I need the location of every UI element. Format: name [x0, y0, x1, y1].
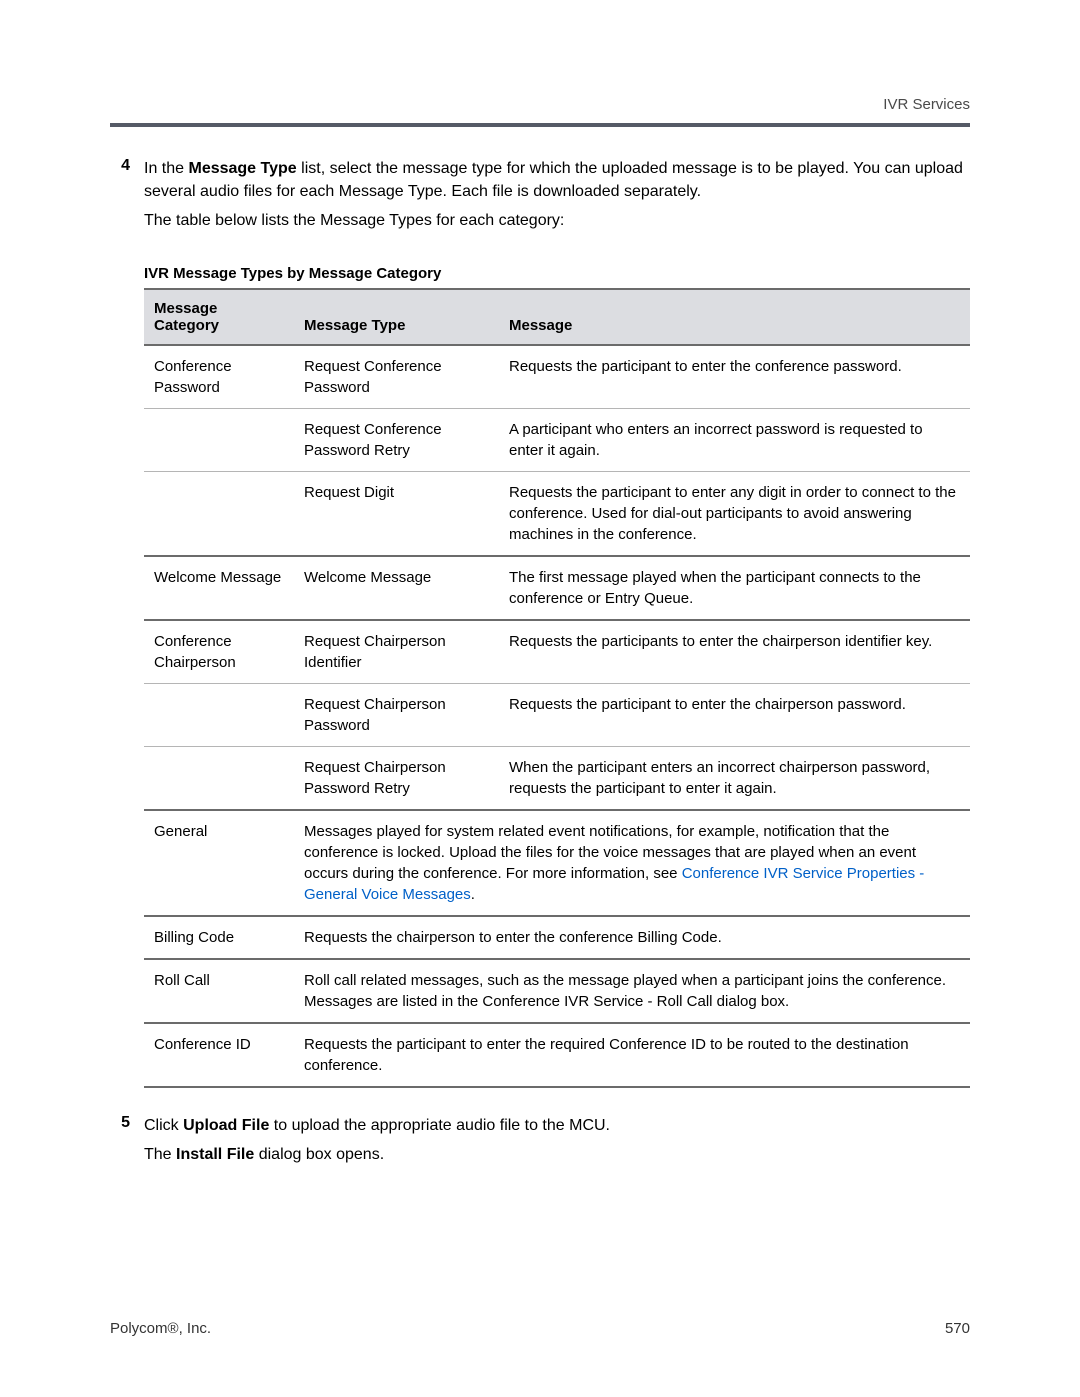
cell-type: Request Conference Password [294, 345, 499, 409]
header-rule [110, 123, 970, 127]
text: dialog box opens. [254, 1146, 384, 1163]
message-type-label: Message Type [188, 160, 296, 177]
table-row: Request Digit Requests the participant t… [144, 471, 970, 556]
cell-category [144, 746, 294, 810]
cell-message: Requests the participants to enter the c… [499, 620, 970, 684]
cell-type: Request Digit [294, 471, 499, 556]
text: Click [144, 1117, 183, 1134]
table-row: Billing Code Requests the chairperson to… [144, 916, 970, 959]
cell-category: General [144, 810, 294, 916]
table-title: IVR Message Types by Message Category [144, 265, 970, 282]
step-4-p1: In the Message Type list, select the mes… [144, 157, 970, 203]
step-5-p1: Click Upload File to upload the appropri… [144, 1114, 970, 1137]
footer-company: Polycom®, Inc. [110, 1320, 211, 1337]
cell-type: Welcome Message [294, 556, 499, 620]
cell-message: A participant who enters an incorrect pa… [499, 408, 970, 471]
cell-message: Messages played for system related event… [294, 810, 970, 916]
step-4: 4 In the Message Type list, select the m… [110, 157, 970, 239]
cell-message: Requests the participant to enter any di… [499, 471, 970, 556]
col-header-type: Message Type [294, 289, 499, 345]
step-number: 5 [110, 1114, 130, 1132]
table-row: Request Chairperson Password Retry When … [144, 746, 970, 810]
text: to upload the appropriate audio file to … [269, 1117, 610, 1134]
table-block: IVR Message Types by Message Category Me… [144, 265, 970, 1088]
text: In the [144, 160, 188, 177]
table-row: Request Chairperson Password Requests th… [144, 683, 970, 746]
col-header-category: Message Category [144, 289, 294, 345]
step-body: In the Message Type list, select the mes… [144, 157, 970, 239]
cell-message: When the participant enters an incorrect… [499, 746, 970, 810]
cell-category: Billing Code [144, 916, 294, 959]
cell-category: Conference Password [144, 345, 294, 409]
table-row: Conference ID Requests the participant t… [144, 1023, 970, 1087]
step-body: Click Upload File to upload the appropri… [144, 1114, 970, 1172]
ivr-message-types-table: Message Category Message Type Message Co… [144, 288, 970, 1088]
table-row: General Messages played for system relat… [144, 810, 970, 916]
col-header-message: Message [499, 289, 970, 345]
cell-message: Requests the participant to enter the co… [499, 345, 970, 409]
step-5: 5 Click Upload File to upload the approp… [110, 1114, 970, 1172]
cell-category: Roll Call [144, 959, 294, 1023]
step-5-p2: The Install File dialog box opens. [144, 1143, 970, 1166]
cell-category: Conference ID [144, 1023, 294, 1087]
cell-message: Requests the participant to enter the ch… [499, 683, 970, 746]
table-header-row: Message Category Message Type Message [144, 289, 970, 345]
cell-message: Roll call related messages, such as the … [294, 959, 970, 1023]
cell-message: Requests the participant to enter the re… [294, 1023, 970, 1087]
footer-page-number: 570 [945, 1320, 970, 1337]
cell-category: Conference Chairperson [144, 620, 294, 684]
page-footer: Polycom®, Inc. 570 [110, 1320, 970, 1337]
table-row: Request Conference Password Retry A part… [144, 408, 970, 471]
cell-category [144, 471, 294, 556]
table-row: Conference Chairperson Request Chairpers… [144, 620, 970, 684]
cell-type: Request Conference Password Retry [294, 408, 499, 471]
running-header: IVR Services [110, 96, 970, 113]
cell-type: Request Chairperson Identifier [294, 620, 499, 684]
table-row: Roll Call Roll call related messages, su… [144, 959, 970, 1023]
cell-category [144, 408, 294, 471]
step-number: 4 [110, 157, 130, 175]
upload-file-label: Upload File [183, 1117, 269, 1134]
cell-category [144, 683, 294, 746]
document-page: IVR Services 4 In the Message Type list,… [0, 0, 1080, 1397]
install-file-label: Install File [176, 1146, 254, 1163]
cell-message: Requests the chairperson to enter the co… [294, 916, 970, 959]
step-4-p2: The table below lists the Message Types … [144, 209, 970, 232]
cell-message: The first message played when the partic… [499, 556, 970, 620]
text: The [144, 1146, 176, 1163]
cell-type: Request Chairperson Password [294, 683, 499, 746]
text: . [471, 886, 475, 903]
cell-category: Welcome Message [144, 556, 294, 620]
cell-type: Request Chairperson Password Retry [294, 746, 499, 810]
table-row: Welcome Message Welcome Message The firs… [144, 556, 970, 620]
table-row: Conference Password Request Conference P… [144, 345, 970, 409]
